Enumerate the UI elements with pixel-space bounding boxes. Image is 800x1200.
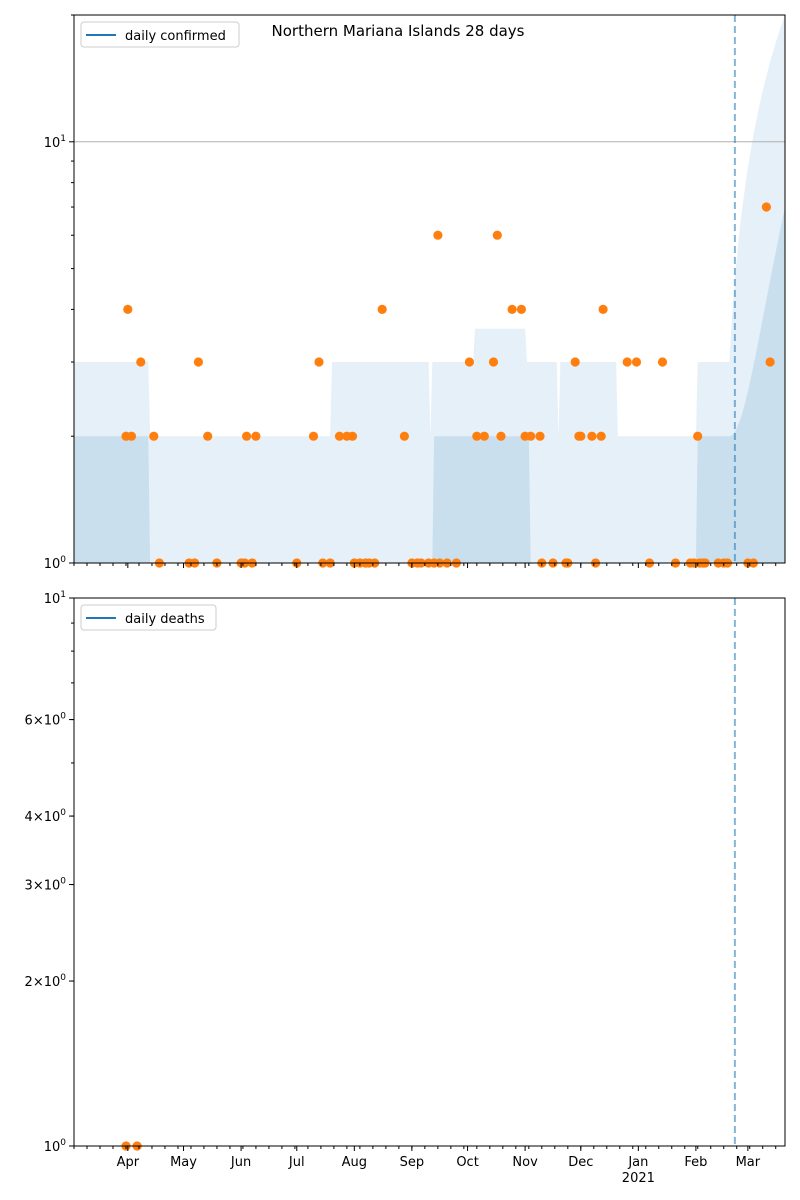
- legend: daily confirmed: [80, 21, 240, 48]
- x-tick-label: Jan: [627, 1155, 648, 1170]
- data-point: [126, 431, 137, 441]
- data-point: [570, 357, 580, 367]
- x-year-label: 2021: [622, 1171, 655, 1186]
- data-point: [149, 431, 159, 441]
- deaths-panel: 100 2×100 3×100 4×100 6×100 101 Apr May Jun Jul Au…: [25, 590, 786, 1186]
- data-point: [516, 304, 527, 314]
- data-point: [492, 230, 502, 240]
- data-point: [488, 357, 499, 367]
- x-tick-label: Oct: [456, 1155, 478, 1170]
- legend-box: [80, 21, 240, 48]
- plot-frame: [73, 14, 786, 564]
- data-point: [479, 431, 489, 441]
- x-tick-label: Nov: [512, 1155, 538, 1170]
- data-point: [472, 431, 482, 441]
- data-point: [377, 304, 387, 314]
- data-point: [657, 357, 668, 367]
- data-point: [496, 431, 506, 441]
- confirmed-panel: 100 101 Northern Mariana Islands 28 days da…: [44, 14, 786, 572]
- data-point: [526, 431, 536, 441]
- x-tick-label: May: [170, 1155, 197, 1170]
- data-point: [507, 304, 517, 314]
- y-tick-label: 100: [44, 555, 67, 572]
- legend: daily deaths: [80, 604, 217, 631]
- data-point: [347, 431, 358, 441]
- data-point: [761, 202, 772, 212]
- y-tick-label: 100: [44, 1138, 67, 1155]
- data-point: [765, 357, 775, 367]
- y-tick-label: 3×100: [25, 877, 67, 894]
- data-point: [576, 431, 586, 441]
- data-point: [308, 431, 319, 441]
- data-point: [464, 357, 474, 367]
- data-point: [123, 304, 133, 314]
- y-tick-label: 101: [44, 134, 66, 151]
- data-point: [693, 431, 703, 441]
- data-point: [314, 357, 324, 367]
- chart-title: Northern Mariana Islands 28 days: [272, 22, 525, 40]
- legend-label: daily confirmed: [125, 29, 226, 44]
- x-tick-label: Feb: [684, 1155, 707, 1170]
- data-point: [433, 230, 443, 240]
- plot-frame: [73, 597, 786, 1147]
- x-tick-label: Dec: [568, 1155, 593, 1170]
- data-point: [399, 431, 409, 441]
- data-point: [251, 431, 261, 441]
- x-tick-label: Jul: [288, 1155, 305, 1170]
- data-point: [242, 431, 252, 441]
- y-tick-label: 101: [44, 590, 66, 607]
- data-point: [622, 357, 632, 367]
- data-point: [598, 304, 608, 314]
- x-tick-label: Mar: [736, 1155, 761, 1170]
- data-point: [203, 431, 213, 441]
- y-tick-label: 6×100: [25, 712, 67, 729]
- confirmed-band-inner: [74, 207, 785, 563]
- x-tick-label: Jun: [230, 1155, 251, 1170]
- data-point: [587, 431, 597, 441]
- confirmed-band-outer: [74, 15, 785, 563]
- y-tick-label: 2×100: [25, 973, 67, 990]
- data-point: [136, 357, 146, 367]
- x-tick-label: Sep: [400, 1155, 425, 1170]
- legend-box: [80, 604, 217, 631]
- data-point: [193, 357, 203, 367]
- data-point: [535, 431, 545, 441]
- legend-label: daily deaths: [125, 612, 205, 627]
- data-point: [631, 357, 642, 367]
- x-tick-label: Aug: [342, 1155, 367, 1170]
- x-tick-label: Apr: [117, 1155, 140, 1170]
- data-point: [596, 431, 606, 441]
- y-tick-label: 4×100: [25, 808, 67, 825]
- data-point: [334, 431, 345, 441]
